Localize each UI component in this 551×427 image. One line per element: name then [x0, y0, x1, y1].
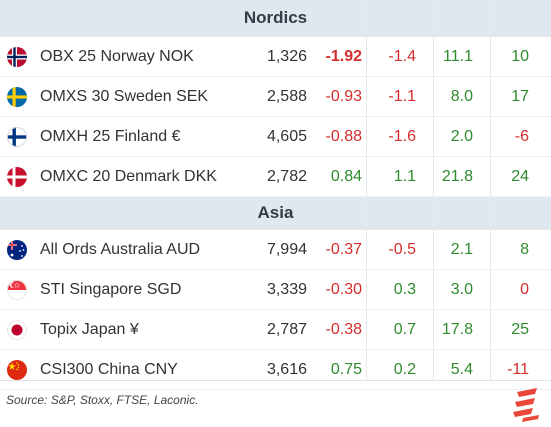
- index-name: All Ords Australia AUD: [40, 240, 201, 258]
- ytd-change: -11: [507, 360, 529, 378]
- table-row: Topix Japan ¥ 2,787 -0.38 0.7 17.8 25: [0, 310, 551, 350]
- day-change: -0.30: [325, 280, 362, 298]
- section-header-asia: Asia: [0, 197, 551, 230]
- ytd-change: 17: [511, 87, 529, 105]
- china-flag-icon: [7, 359, 27, 380]
- column-divider: [366, 0, 367, 380]
- table-row: OBX 25 Norway NOK 1,326 -1.92 -1.4 11.1 …: [0, 37, 551, 77]
- australia-flag-icon: [7, 239, 27, 260]
- index-name: OBX 25 Norway NOK: [40, 47, 194, 65]
- week-change: 0.7: [393, 320, 416, 338]
- index-level: 3,616: [266, 360, 307, 378]
- norway-flag-icon: [7, 46, 27, 67]
- day-change: 0.75: [330, 360, 362, 378]
- month-change: 5.4: [450, 360, 473, 378]
- sweden-flag-icon: [7, 86, 27, 107]
- day-change: -0.93: [325, 87, 362, 105]
- day-change: -0.38: [325, 320, 362, 338]
- day-change: -0.88: [325, 127, 362, 145]
- week-change: 1.1: [393, 167, 416, 185]
- month-change: 17.8: [441, 320, 473, 338]
- table-row: STI Singapore SGD 3,339 -0.30 0.3 3.0 0: [0, 270, 551, 310]
- index-name: Topix Japan ¥: [40, 320, 139, 338]
- week-change: -0.5: [388, 240, 416, 258]
- market-index-table: Nordics OBX 25 Norway NOK 1,326 -1.92 -1…: [0, 0, 551, 390]
- column-divider: [433, 0, 434, 380]
- week-change: -1.6: [388, 127, 416, 145]
- index-name: OMXH 25 Finland €: [40, 127, 181, 145]
- ytd-change: 10: [511, 47, 529, 65]
- table-row: All Ords Australia AUD 7,994 -0.37 -0.5 …: [0, 230, 551, 270]
- index-level: 1,326: [266, 47, 307, 65]
- month-change: 2.0: [450, 127, 473, 145]
- finland-flag-icon: [7, 126, 27, 147]
- ytd-change: 25: [511, 320, 529, 338]
- source-note: Source: S&P, Stoxx, FTSE, Laconic.: [6, 393, 199, 407]
- index-name: OMXS 30 Sweden SEK: [40, 87, 209, 105]
- laconic-logo-icon: [513, 388, 541, 422]
- index-level: 2,787: [266, 320, 307, 338]
- column-divider: [490, 0, 491, 380]
- table-row: OMXC 20 Denmark DKK 2,782 0.84 1.1 21.8 …: [0, 157, 551, 197]
- table-row: OMXS 30 Sweden SEK 2,588 -0.93 -1.1 8.0 …: [0, 77, 551, 117]
- week-change: -1.4: [388, 47, 416, 65]
- table-row: OMXH 25 Finland € 4,605 -0.88 -1.6 2.0 -…: [0, 117, 551, 157]
- week-change: -1.1: [388, 87, 416, 105]
- week-change: 0.3: [393, 280, 416, 298]
- month-change: 21.8: [441, 167, 473, 185]
- index-name: STI Singapore SGD: [40, 280, 182, 298]
- table-row: CSI300 China CNY 3,616 0.75 0.2 5.4 -11: [0, 350, 551, 390]
- day-change: -1.92: [325, 47, 362, 65]
- section-title: Nordics: [243, 8, 308, 27]
- japan-flag-icon: [7, 319, 27, 340]
- ytd-change: 8: [520, 240, 529, 258]
- section-header-nordics: Nordics: [0, 0, 551, 37]
- index-level: 4,605: [266, 127, 307, 145]
- day-change: -0.37: [325, 240, 362, 258]
- month-change: 8.0: [450, 87, 473, 105]
- ytd-change: 24: [511, 167, 529, 185]
- ytd-change: -6: [514, 127, 529, 145]
- index-level: 2,782: [266, 167, 307, 185]
- denmark-flag-icon: [7, 166, 27, 187]
- month-change: 3.0: [450, 280, 473, 298]
- month-change: 2.1: [450, 240, 473, 258]
- singapore-flag-icon: [7, 279, 27, 300]
- month-change: 11.1: [443, 47, 473, 65]
- index-name: OMXC 20 Denmark DKK: [40, 167, 217, 185]
- index-level: 3,339: [266, 280, 307, 298]
- index-level: 7,994: [266, 240, 307, 258]
- week-change: 0.2: [393, 360, 416, 378]
- index-name: CSI300 China CNY: [40, 360, 178, 378]
- table-footer: Source: S&P, Stoxx, FTSE, Laconic.: [0, 380, 551, 427]
- section-title: Asia: [257, 203, 294, 222]
- ytd-change: 0: [520, 280, 529, 298]
- day-change: 0.84: [330, 167, 362, 185]
- index-level: 2,588: [266, 87, 307, 105]
